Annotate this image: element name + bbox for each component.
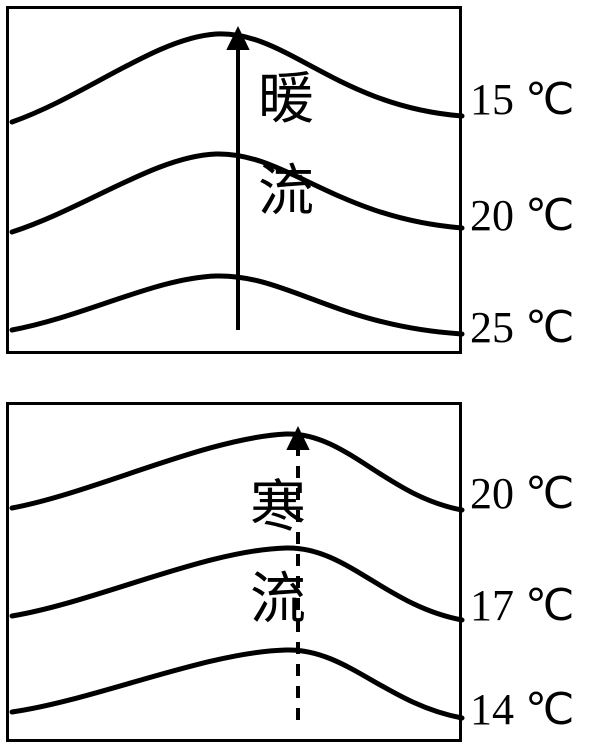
warm-panel-border (6, 6, 462, 354)
cold-isotherm-label-0: 20 ℃ (470, 468, 574, 519)
warm-title-char-1: 流 (258, 146, 314, 227)
warm-title-char-0: 暖 (258, 54, 314, 135)
warm-isotherm-label-1: 20 ℃ (470, 190, 574, 241)
cold-isotherm-label-1: 17 ℃ (470, 580, 574, 631)
warm-isotherm-label-0: 15 ℃ (470, 74, 574, 125)
warm-isotherm-label-2: 25 ℃ (470, 302, 574, 353)
cold-panel-border (6, 402, 462, 742)
cold-title-char-0: 寒 (250, 462, 306, 543)
cold-title-char-1: 流 (250, 554, 306, 635)
cold-isotherm-label-2: 14 ℃ (470, 684, 574, 735)
